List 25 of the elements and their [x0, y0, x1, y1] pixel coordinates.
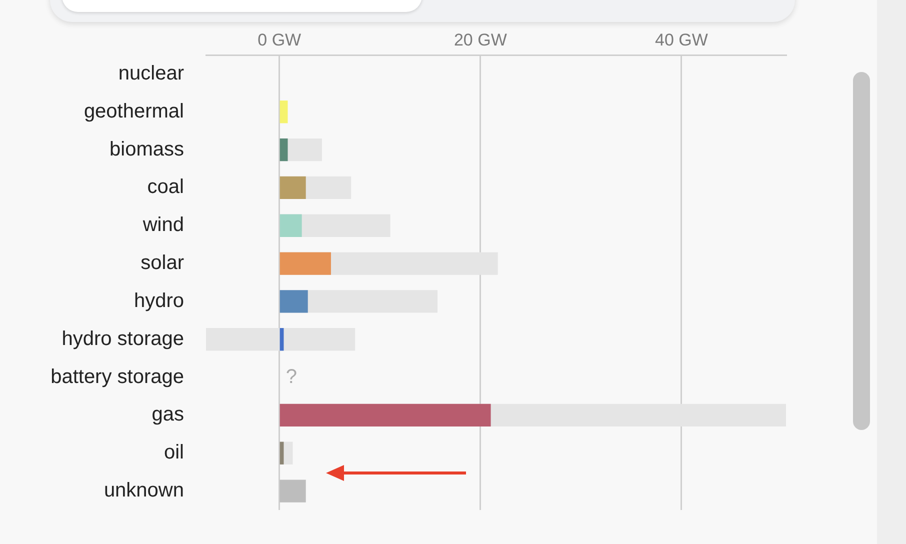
y-tick-label: battery storage	[50, 366, 184, 388]
y-tick-label: unknown	[104, 480, 184, 502]
y-tick-label: wind	[142, 214, 184, 236]
y-tick-label: geothermal	[84, 100, 184, 122]
bar	[280, 138, 288, 162]
bar	[280, 252, 331, 275]
y-tick-label: oil	[164, 442, 184, 464]
x-tick-label: 0 GW	[258, 30, 302, 50]
y-tick-label: gas	[152, 404, 184, 426]
bar	[206, 328, 356, 351]
bar	[280, 290, 308, 313]
y-tick-label: hydro storage	[62, 328, 184, 350]
y-tick-label: hydro	[134, 290, 184, 312]
bar	[280, 480, 306, 502]
text: ?	[286, 366, 297, 388]
bar	[280, 214, 302, 237]
y-tick-label: nuclear	[118, 62, 184, 84]
y-tick-label: solar	[140, 252, 184, 274]
y-tick-label: biomass	[110, 138, 184, 160]
bar	[280, 176, 306, 200]
y-tick-label: coal	[147, 176, 184, 198]
bar	[280, 404, 491, 427]
x-tick-label: 20 GW	[454, 30, 507, 50]
bar	[280, 100, 288, 124]
x-tick-label: 40 GW	[655, 30, 708, 50]
